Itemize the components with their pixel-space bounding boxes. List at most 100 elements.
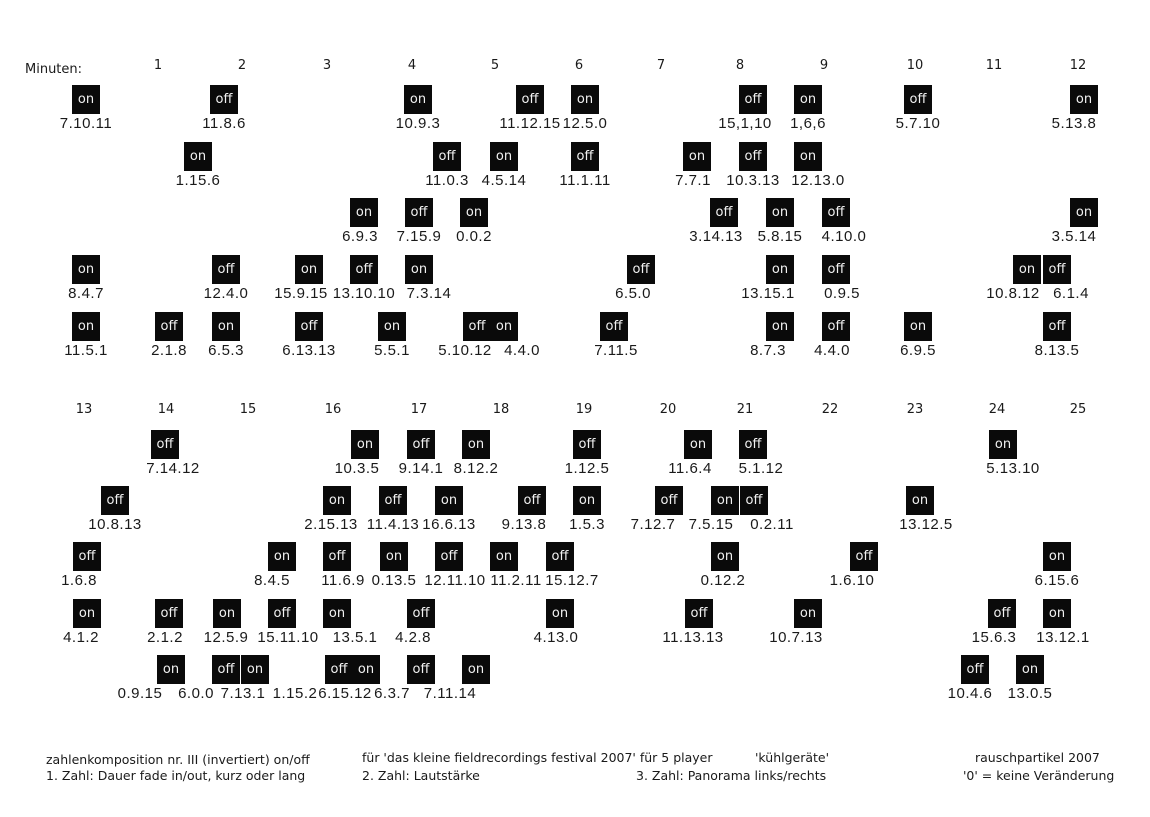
off-cue: off <box>739 85 767 114</box>
cue-parameters: 15,1,10 <box>718 115 772 132</box>
minute-marker: 23 <box>906 402 924 417</box>
on-cue: on <box>157 655 185 684</box>
cue-parameters: 9.14.1 <box>398 460 444 477</box>
minute-marker: 25 <box>1069 402 1087 417</box>
on-cue: on <box>711 542 739 571</box>
cue-parameters: 2.1.2 <box>147 629 183 646</box>
cue-parameters: 5.13.8 <box>1051 115 1097 132</box>
off-cue: off <box>685 599 713 628</box>
on-cue: on <box>1016 655 1044 684</box>
off-cue: off <box>155 312 183 341</box>
cue-parameters: 5.13.10 <box>986 460 1040 477</box>
off-cue: off <box>655 486 683 515</box>
cue-parameters: 13.12.5 <box>899 516 953 533</box>
on-cue: on <box>766 312 794 341</box>
off-cue: off <box>407 655 435 684</box>
on-cue: on <box>460 198 488 227</box>
on-cue: on <box>213 599 241 628</box>
minute-marker: 12 <box>1069 58 1087 73</box>
cue-parameters: 13.0.5 <box>1007 685 1053 702</box>
off-cue: off <box>101 486 129 515</box>
cue-parameters: 6.9.3 <box>342 228 378 245</box>
on-cue: on <box>546 599 574 628</box>
off-cue: off <box>210 85 238 114</box>
on-cue: on <box>268 542 296 571</box>
cue-parameters: 13.12.1 <box>1036 629 1090 646</box>
cue-parameters: 12.11.10 <box>424 572 486 589</box>
on-cue: on <box>490 312 518 341</box>
minute-marker: 1 <box>153 58 163 73</box>
cue-parameters: 13.10.10 <box>332 285 396 302</box>
off-cue: off <box>323 542 351 571</box>
cue-parameters: 5.10.12 <box>438 342 492 359</box>
on-cue: on <box>184 142 212 171</box>
minute-marker: 19 <box>575 402 593 417</box>
on-cue: on <box>573 486 601 515</box>
cue-parameters: 0.9.5 <box>824 285 860 302</box>
on-cue: on <box>378 312 406 341</box>
on-cue: on <box>462 655 490 684</box>
cue-parameters: 11.0.3 <box>425 172 469 189</box>
cue-parameters: 12.5.9 <box>203 629 249 646</box>
cue-parameters: 6.1.4 <box>1053 285 1089 302</box>
cue-parameters: 16.6.13 <box>422 516 476 533</box>
off-cue: off <box>1043 312 1071 341</box>
minutes-label: Minuten: <box>25 62 83 77</box>
cue-parameters: 13.15.1 <box>741 285 795 302</box>
off-cue: off <box>155 599 183 628</box>
cue-parameters: 12.13.0 <box>791 172 845 189</box>
off-cue: off <box>379 486 407 515</box>
off-cue: off <box>850 542 878 571</box>
cue-parameters: 7.12.7 <box>630 516 676 533</box>
on-cue: on <box>766 198 794 227</box>
cue-parameters: 1.6.10 <box>829 572 875 589</box>
subtitle: 'kühlgeräte' <box>755 750 830 765</box>
cue-parameters: 5.7.10 <box>895 115 941 132</box>
cue-parameters: 11.6.4 <box>668 460 712 477</box>
off-cue: off <box>988 599 1016 628</box>
off-cue: off <box>571 142 599 171</box>
cue-parameters: 0.2.11 <box>750 516 794 533</box>
cue-parameters: 2.15.13 <box>304 516 358 533</box>
on-cue: on <box>490 542 518 571</box>
cue-parameters: 6.5.0 <box>615 285 651 302</box>
off-cue: off <box>407 430 435 459</box>
legend-first-number: 1. Zahl: Dauer fade in/out, kurz oder la… <box>46 768 306 783</box>
cue-parameters: 10.8.13 <box>88 516 142 533</box>
on-cue: on <box>323 599 351 628</box>
cue-parameters: 11.2.11 <box>490 572 542 589</box>
on-cue: on <box>1013 255 1041 284</box>
off-cue: off <box>433 142 461 171</box>
on-cue: on <box>350 198 378 227</box>
minute-marker: 3 <box>322 58 332 73</box>
cue-parameters: 4.1.2 <box>63 629 99 646</box>
cue-parameters: 8.13.5 <box>1034 342 1080 359</box>
minute-marker: 14 <box>157 402 175 417</box>
cue-parameters: 1.6.8 <box>61 572 97 589</box>
cue-parameters: 0.0.2 <box>456 228 492 245</box>
off-cue: off <box>325 655 353 684</box>
minute-marker: 9 <box>819 58 829 73</box>
on-cue: on <box>571 85 599 114</box>
cue-parameters: 6.9.5 <box>900 342 936 359</box>
cue-parameters: 10.7.13 <box>769 629 823 646</box>
cue-parameters: 8.12.2 <box>453 460 499 477</box>
cue-parameters: 6.0.0 <box>178 685 214 702</box>
off-cue: off <box>573 430 601 459</box>
off-cue: off <box>739 142 767 171</box>
cue-parameters: 10.4.6 <box>947 685 993 702</box>
cue-parameters: 13.5.1 <box>332 629 378 646</box>
cue-parameters: 1.12.5 <box>564 460 610 477</box>
cue-parameters: 8.4.5 <box>254 572 290 589</box>
legend-second-number: 2. Zahl: Lautstärke <box>362 768 480 783</box>
on-cue: on <box>906 486 934 515</box>
off-cue: off <box>212 255 240 284</box>
cue-parameters: 10.9.3 <box>395 115 441 132</box>
off-cue: off <box>546 542 574 571</box>
off-cue: off <box>904 85 932 114</box>
off-cue: off <box>961 655 989 684</box>
on-cue: on <box>380 542 408 571</box>
cue-parameters: 15.6.3 <box>971 629 1017 646</box>
cue-parameters: 4.2.8 <box>395 629 431 646</box>
cue-parameters: 10.3.5 <box>334 460 380 477</box>
